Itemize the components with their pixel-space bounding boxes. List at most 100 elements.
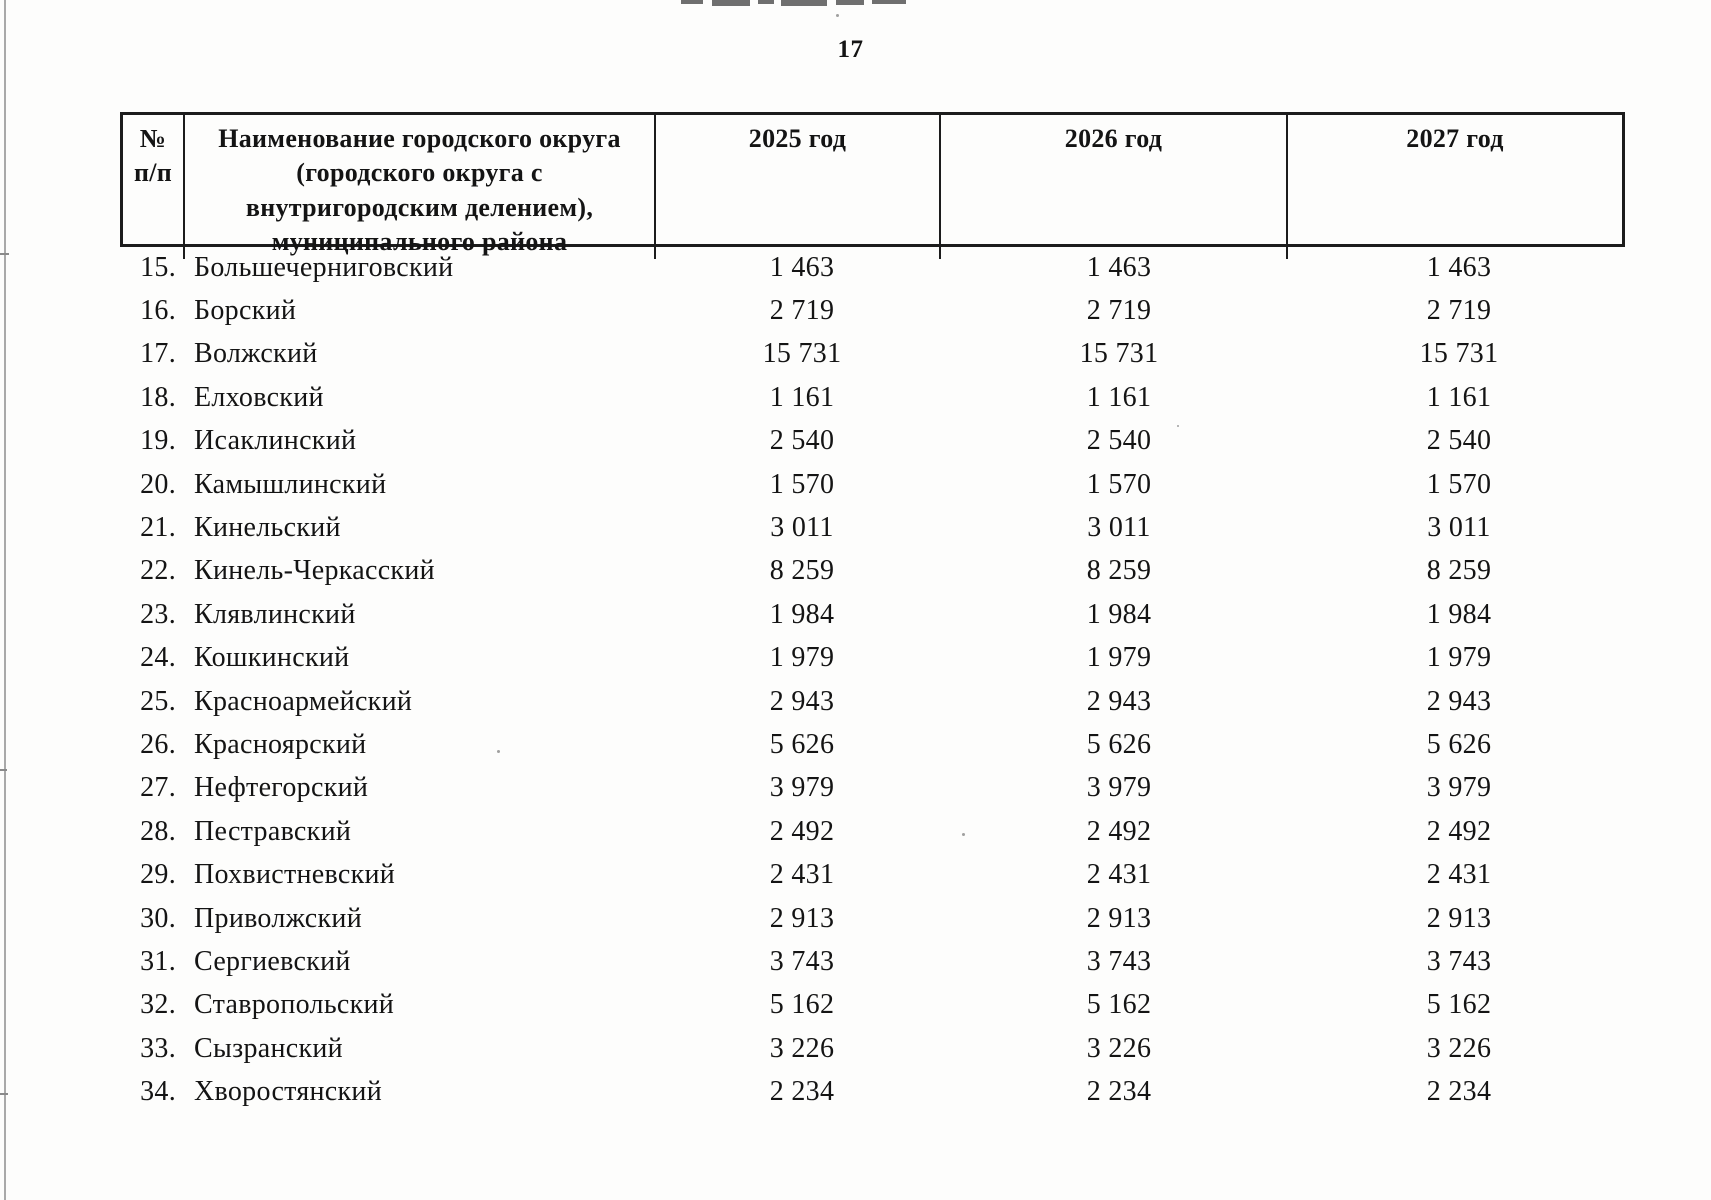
table-row: 26. Красноярский 5 626 5 626 5 626 xyxy=(120,723,1625,766)
district-name: Кошкинский xyxy=(194,642,350,674)
district-name: Приволжский xyxy=(194,902,362,934)
value-2025: 2 540 xyxy=(769,425,835,457)
value-2026: 3 011 xyxy=(1087,512,1151,544)
value-2027: 2 540 xyxy=(1426,425,1492,457)
table-row: 31. Сергиевский 3 743 3 743 3 743 xyxy=(120,940,1625,983)
row-number: 25. xyxy=(140,685,176,717)
row-number: 18. xyxy=(140,381,176,413)
header-cell-row-number: № п/п xyxy=(123,115,185,260)
table-row: 21. Кинельский 3 011 3 011 3 011 xyxy=(120,506,1625,549)
value-2027: 2 492 xyxy=(1426,815,1492,847)
table-row: 15. Большечерниговский 1 463 1 463 1 463 xyxy=(120,246,1625,289)
scan-tick-artifact xyxy=(0,769,7,771)
value-2027: 15 731 xyxy=(1419,338,1499,370)
value-2026: 15 731 xyxy=(1079,338,1159,370)
value-2026: 1 161 xyxy=(1086,381,1152,413)
value-2027: 1 161 xyxy=(1426,381,1492,413)
value-2025: 3 743 xyxy=(769,945,835,977)
value-2026: 5 162 xyxy=(1086,989,1152,1021)
table-body: 15. Большечерниговский 1 463 1 463 1 463 16. Б… xyxy=(120,246,1625,1114)
value-2025: 2 234 xyxy=(769,1076,835,1108)
table-row: 32. Ставропольский 5 162 5 162 5 162 xyxy=(120,984,1625,1027)
value-2026: 3 743 xyxy=(1086,945,1152,977)
value-2025: 3 979 xyxy=(769,772,835,804)
district-name: Похвистневский xyxy=(194,859,396,891)
value-2027: 5 626 xyxy=(1426,728,1492,760)
value-2027: 5 162 xyxy=(1426,989,1492,1021)
value-2026: 3 979 xyxy=(1086,772,1152,804)
value-2026: 1 979 xyxy=(1086,642,1152,674)
scan-smudge-artifact xyxy=(758,0,774,4)
row-number: 17. xyxy=(140,338,176,370)
value-2025: 3 226 xyxy=(769,1032,835,1064)
value-2027: 2 913 xyxy=(1426,902,1492,934)
row-number: 30. xyxy=(140,902,176,934)
value-2025: 1 979 xyxy=(769,642,835,674)
value-2025: 1 984 xyxy=(769,598,835,630)
value-2026: 2 943 xyxy=(1086,685,1152,717)
page-number: 17 xyxy=(837,36,864,63)
scan-speck-artifact xyxy=(497,750,500,753)
district-name: Клявлинский xyxy=(194,598,356,630)
value-2025: 5 162 xyxy=(769,989,835,1021)
scan-smudge-artifact xyxy=(712,0,750,6)
value-2025: 2 913 xyxy=(769,902,835,934)
value-2025: 15 731 xyxy=(762,338,842,370)
table-row: 25. Красноармейский 2 943 2 943 2 943 xyxy=(120,680,1625,723)
page-left-edge-artifact xyxy=(4,0,6,1200)
value-2026: 1 984 xyxy=(1086,598,1152,630)
district-name: Нефтегорский xyxy=(194,772,369,804)
value-2025: 2 431 xyxy=(769,859,835,891)
table-row: 27. Нефтегорский 3 979 3 979 3 979 xyxy=(120,767,1625,810)
table-row: 34. Хворостянский 2 234 2 234 2 234 xyxy=(120,1070,1625,1113)
table-row: 29. Похвистневский 2 431 2 431 2 431 xyxy=(120,853,1625,896)
scan-smudge-artifact xyxy=(836,0,864,5)
row-number: 15. xyxy=(140,251,176,283)
value-2025: 2 943 xyxy=(769,685,835,717)
district-name: Красноярский xyxy=(194,728,367,760)
value-2026: 2 431 xyxy=(1086,859,1152,891)
district-name: Сызранский xyxy=(194,1032,343,1064)
value-2026: 8 259 xyxy=(1086,555,1152,587)
row-number: 27. xyxy=(140,772,176,804)
table-row: 17. Волжский 15 731 15 731 15 731 xyxy=(120,333,1625,376)
district-name: Елховский xyxy=(194,381,324,413)
scan-smudge-artifact xyxy=(681,0,703,4)
value-2025: 1 161 xyxy=(769,381,835,413)
row-number: 24. xyxy=(140,642,176,674)
scan-tick-artifact xyxy=(0,1093,8,1095)
district-name: Сергиевский xyxy=(194,945,351,977)
value-2025: 5 626 xyxy=(769,728,835,760)
value-2025: 3 011 xyxy=(770,512,834,544)
scan-speck-artifact xyxy=(836,14,839,17)
table-row: 28. Пестравский 2 492 2 492 2 492 xyxy=(120,810,1625,853)
header-cell-year-2027: 2027 год xyxy=(1406,124,1504,153)
district-name: Исаклинский xyxy=(194,425,357,457)
value-2025: 2 492 xyxy=(769,815,835,847)
row-number: 33. xyxy=(140,1032,176,1064)
value-2027: 1 984 xyxy=(1426,598,1492,630)
district-name: Борский xyxy=(194,295,297,327)
row-number: 28. xyxy=(140,815,176,847)
value-2027: 2 943 xyxy=(1426,685,1492,717)
row-number: 34. xyxy=(140,1076,176,1108)
value-2027: 2 234 xyxy=(1426,1076,1492,1108)
value-2026: 2 913 xyxy=(1086,902,1152,934)
value-2027: 3 011 xyxy=(1427,512,1491,544)
scan-speck-artifact xyxy=(1177,425,1179,427)
value-2026: 2 719 xyxy=(1086,295,1152,327)
header-cell-year-2026: 2026 год xyxy=(941,115,1288,260)
scan-smudge-artifact xyxy=(781,0,827,6)
row-number: 16. xyxy=(140,295,176,327)
header-cell-year-2025: 2025 год xyxy=(656,115,941,260)
district-name: Пестравский xyxy=(194,815,352,847)
district-name: Волжский xyxy=(194,338,318,370)
table-row: 24. Кошкинский 1 979 1 979 1 979 xyxy=(120,637,1625,680)
row-number: 22. xyxy=(140,555,176,587)
table-header: № п/п Наименование городского округа (го… xyxy=(120,112,1625,260)
district-name: Кинель-Черкасский xyxy=(194,555,435,587)
row-number: 26. xyxy=(140,728,176,760)
row-number: 20. xyxy=(140,468,176,500)
row-number: 21. xyxy=(140,512,176,544)
